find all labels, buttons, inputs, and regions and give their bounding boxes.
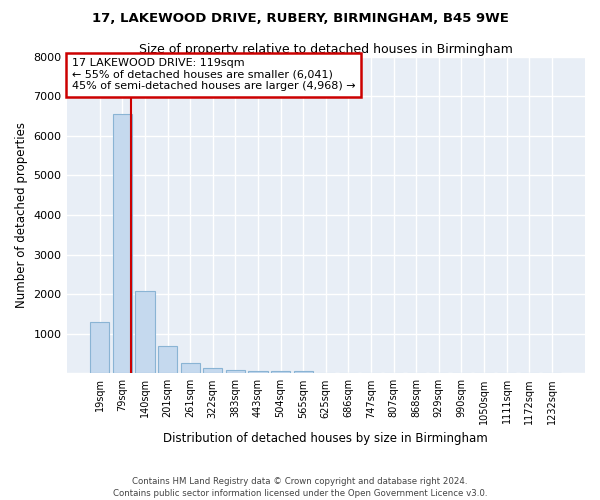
X-axis label: Distribution of detached houses by size in Birmingham: Distribution of detached houses by size … xyxy=(163,432,488,445)
Bar xyxy=(158,346,177,374)
Bar xyxy=(248,371,268,374)
Bar xyxy=(136,291,155,374)
Bar xyxy=(271,371,290,374)
Bar xyxy=(181,362,200,374)
Bar xyxy=(113,114,132,374)
Bar xyxy=(90,322,109,374)
Text: Contains HM Land Registry data © Crown copyright and database right 2024.
Contai: Contains HM Land Registry data © Crown c… xyxy=(113,476,487,498)
Bar xyxy=(203,368,223,374)
Bar xyxy=(226,370,245,374)
Title: Size of property relative to detached houses in Birmingham: Size of property relative to detached ho… xyxy=(139,42,513,56)
Y-axis label: Number of detached properties: Number of detached properties xyxy=(15,122,28,308)
Text: 17 LAKEWOOD DRIVE: 119sqm
← 55% of detached houses are smaller (6,041)
45% of se: 17 LAKEWOOD DRIVE: 119sqm ← 55% of detac… xyxy=(72,58,355,92)
Bar xyxy=(293,370,313,374)
Text: 17, LAKEWOOD DRIVE, RUBERY, BIRMINGHAM, B45 9WE: 17, LAKEWOOD DRIVE, RUBERY, BIRMINGHAM, … xyxy=(92,12,508,26)
